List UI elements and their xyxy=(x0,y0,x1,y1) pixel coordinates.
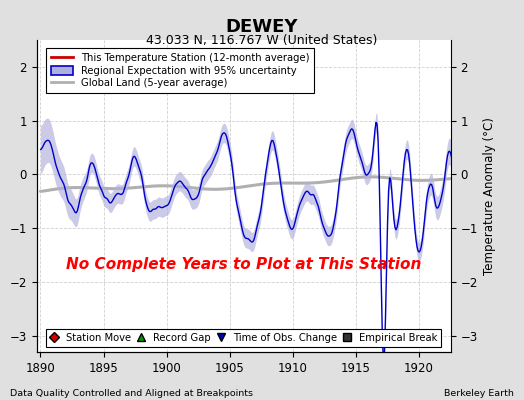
Legend: Station Move, Record Gap, Time of Obs. Change, Empirical Break: Station Move, Record Gap, Time of Obs. C… xyxy=(46,329,441,347)
Text: DEWEY: DEWEY xyxy=(226,18,298,36)
Text: Data Quality Controlled and Aligned at Breakpoints: Data Quality Controlled and Aligned at B… xyxy=(10,389,254,398)
Text: Berkeley Earth: Berkeley Earth xyxy=(444,389,514,398)
Y-axis label: Temperature Anomaly (°C): Temperature Anomaly (°C) xyxy=(483,117,496,275)
Text: 43.033 N, 116.767 W (United States): 43.033 N, 116.767 W (United States) xyxy=(146,34,378,47)
Text: No Complete Years to Plot at This Station: No Complete Years to Plot at This Statio… xyxy=(66,257,421,272)
